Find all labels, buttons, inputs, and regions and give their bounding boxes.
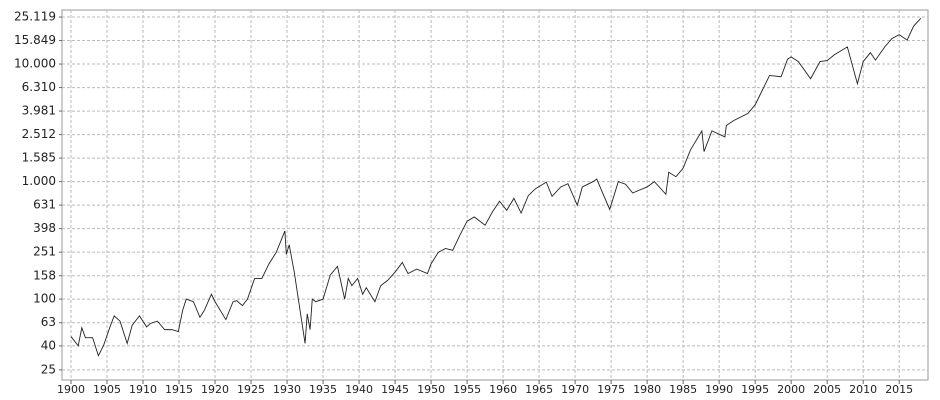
- y-tick-label: 25.119: [14, 10, 56, 24]
- x-tick-label: 1955: [453, 383, 481, 396]
- x-tick-label: 1945: [381, 383, 409, 396]
- y-tick-label: 63: [41, 315, 56, 329]
- y-tick-label: 158: [33, 268, 56, 282]
- y-tick-label: 10.000: [14, 57, 56, 71]
- data-line: [70, 18, 922, 357]
- x-tick-label: 1925: [237, 383, 265, 396]
- x-tick-label: 1905: [93, 383, 121, 396]
- x-tick-label: 1930: [273, 383, 301, 396]
- x-tick-label: 1960: [489, 383, 517, 396]
- x-tick-label: 1910: [129, 383, 157, 396]
- x-tick-label: 1965: [525, 383, 553, 396]
- x-tick-label: 1950: [417, 383, 445, 396]
- x-tick-label: 2005: [813, 383, 841, 396]
- x-tick-label: 1990: [705, 383, 733, 396]
- x-tick-label: 2000: [777, 383, 805, 396]
- x-tick-label: 1900: [57, 383, 85, 396]
- y-tick-label: 15.849: [14, 33, 56, 47]
- y-tick-label: 1.000: [22, 174, 56, 188]
- x-tick-label: 1985: [669, 383, 697, 396]
- x-tick-label: 1920: [201, 383, 229, 396]
- x-tick-label: 1970: [561, 383, 589, 396]
- x-tick-label: 2015: [885, 383, 913, 396]
- x-tick-label: 1975: [597, 383, 625, 396]
- y-tick-label: 631: [33, 198, 56, 212]
- y-tick-label: 25: [41, 362, 56, 376]
- x-tick-label: 1995: [741, 383, 769, 396]
- y-tick-label: 251: [33, 245, 56, 259]
- y-tick-label: 100: [33, 292, 56, 306]
- y-tick-label: 6.310: [22, 80, 56, 94]
- x-tick-label: 1935: [309, 383, 337, 396]
- y-tick-label: 40: [41, 338, 56, 352]
- y-tick-label: 1.585: [22, 151, 56, 165]
- plot-area: [61, 9, 929, 381]
- x-tick-label: 2010: [849, 383, 877, 396]
- y-tick-label: 2.512: [22, 127, 56, 141]
- y-tick-label: 398: [33, 221, 56, 235]
- x-tick-label: 1980: [633, 383, 661, 396]
- x-tick-label: 1915: [165, 383, 193, 396]
- y-tick-label: 3.981: [22, 104, 56, 118]
- x-tick-label: 1940: [345, 383, 373, 396]
